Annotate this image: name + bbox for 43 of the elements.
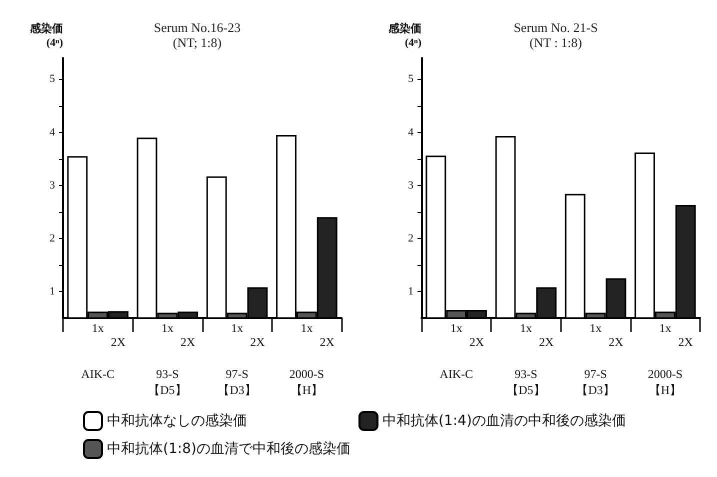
- y-tick-label: 4: [408, 126, 414, 138]
- x-tick-label: AIK-C: [81, 367, 114, 381]
- text: 2X: [608, 335, 624, 349]
- legend-label: 中和抗体(1:4)の血清の中和後の感染価: [382, 413, 626, 429]
- text: 1x: [231, 321, 244, 335]
- x-tick-label: 97-S 【D3】: [576, 367, 615, 397]
- text: 2X: [320, 335, 335, 349]
- text: 1x: [590, 321, 602, 335]
- y-tick-label: 1: [408, 285, 414, 298]
- y-tick-label: 3: [50, 179, 56, 192]
- x-tick-label: 93-S 【D5】: [506, 367, 546, 397]
- text: 2X: [469, 335, 484, 349]
- text: 2X: [678, 335, 694, 349]
- y-tick-label: 5: [50, 73, 56, 86]
- text: 2X: [539, 335, 554, 349]
- x-tick-label: 2000-S 【H】: [289, 367, 324, 397]
- x-tick-label: AIK-C: [440, 367, 473, 381]
- text: 2X: [250, 335, 266, 349]
- y-tick-label: 2: [50, 232, 55, 244]
- y-tick-label: 1: [50, 285, 55, 298]
- chart-subtitle: (NT : 1:8): [530, 35, 582, 50]
- chart-title: Serum No.16-23: [154, 20, 241, 35]
- x-tick-label: 93-S 【D5】: [148, 367, 187, 397]
- chart-title: Serum No. 21-S: [514, 20, 598, 35]
- x-tick-label: 97-S 【D3】: [218, 367, 256, 397]
- legend-label: 中和抗体なしの感染価: [107, 413, 247, 429]
- text: 1x: [161, 321, 174, 335]
- x-tick-label: 2000-S 【H】: [648, 367, 683, 397]
- text: 1x: [300, 321, 313, 335]
- chart-subtitle: (NT; 1:8): [172, 35, 222, 50]
- y-tick-label: 2: [408, 232, 414, 244]
- text: 1x: [450, 321, 462, 335]
- legend-label: 中和抗体(1:8)の血清で中和後の感染価: [107, 441, 350, 457]
- y-tick-label: 4: [50, 126, 56, 138]
- y-tick-label: 5: [408, 73, 414, 86]
- text: 1x: [659, 321, 672, 335]
- text: 2X: [180, 335, 196, 349]
- text: 1x: [92, 321, 104, 335]
- y-axis-title: 感染価 (4ⁿ): [388, 22, 422, 49]
- y-axis-title: 感染価 (4ⁿ): [29, 22, 64, 49]
- y-tick-label: 3: [408, 179, 414, 192]
- text: 2X: [110, 335, 126, 349]
- text: 1x: [520, 321, 532, 335]
